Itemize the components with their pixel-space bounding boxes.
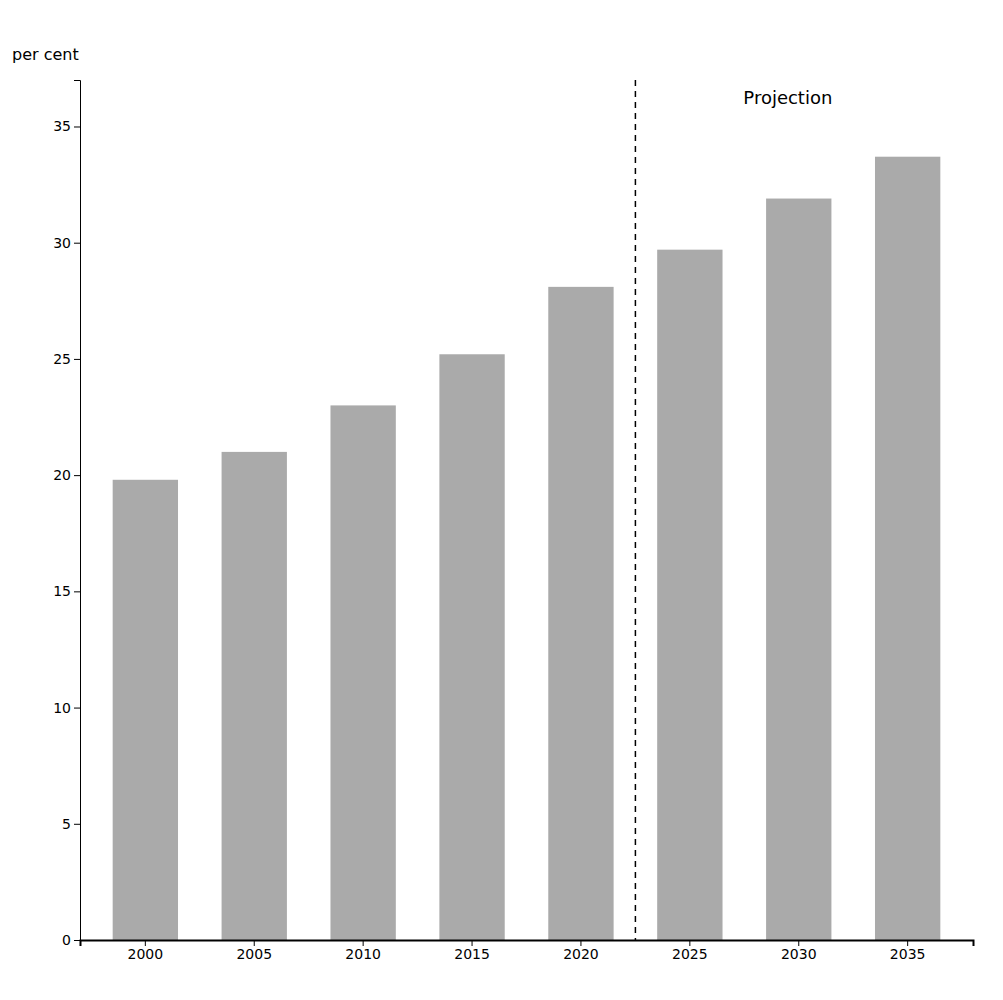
tick: 2000: [128, 940, 164, 962]
tick-label: 2035: [890, 946, 926, 962]
tick-mark: [74, 243, 80, 244]
tick-label: 10: [53, 700, 71, 716]
tick-mark: [74, 708, 80, 709]
bar: [113, 480, 178, 940]
tick-label: 15: [53, 583, 71, 599]
axis-line: [74, 81, 81, 941]
tick: 5: [62, 816, 80, 832]
tick: 10: [53, 700, 80, 716]
tick: 25: [53, 351, 80, 367]
annotation: Projection: [743, 87, 832, 108]
bar: [330, 405, 395, 940]
tick-label: 30: [53, 235, 71, 251]
bar: [657, 250, 722, 940]
tick-mark: [74, 940, 80, 941]
tick: 2020: [563, 940, 599, 962]
tick: 2005: [236, 940, 272, 962]
tick: 2030: [781, 940, 817, 962]
tick: 20: [53, 467, 80, 483]
tick-label: 5: [62, 816, 71, 832]
plot: 0510152025303520002005201020152020202520…: [12, 45, 974, 962]
tick: 2015: [454, 940, 490, 962]
tick: 15: [53, 583, 80, 599]
axis-line: [81, 941, 974, 947]
tick-label: 2010: [345, 946, 381, 962]
y-axis-label: per cent: [12, 45, 79, 64]
tick-label: 2030: [781, 946, 817, 962]
tick: 2035: [890, 940, 926, 962]
tick-label: 25: [53, 351, 71, 367]
marks: [113, 80, 941, 940]
bar: [439, 354, 504, 940]
projection-divider: [635, 80, 637, 940]
tick: 35: [53, 118, 80, 134]
chart: 0510152025303520002005201020152020202520…: [0, 0, 1003, 1000]
tick-label: 2000: [128, 946, 164, 962]
tick-label: 2015: [454, 946, 490, 962]
tick-label: 2005: [236, 946, 272, 962]
tick-mark: [74, 359, 80, 360]
tick: 2025: [672, 940, 708, 962]
tick-mark: [74, 591, 80, 592]
bar: [222, 452, 287, 940]
bar: [548, 287, 613, 940]
tick-mark: [74, 824, 80, 825]
tick-mark: [74, 126, 80, 127]
tick-label: 0: [62, 932, 71, 948]
bar: [875, 157, 940, 940]
tick-label: 35: [53, 118, 71, 134]
x-axis: 2000 2005 2010 2015 2020 2025 2030 2035: [81, 940, 974, 962]
tick: 0: [62, 932, 80, 948]
y-axis: 0 5 10 15 20 25 30 35: [53, 81, 80, 948]
tick-label: 20: [53, 467, 71, 483]
tick-mark: [74, 475, 80, 476]
bar: [766, 199, 831, 940]
tick-label: 2025: [672, 946, 708, 962]
tick: 2010: [345, 940, 381, 962]
tick-label: 2020: [563, 946, 599, 962]
tick: 30: [53, 235, 80, 251]
